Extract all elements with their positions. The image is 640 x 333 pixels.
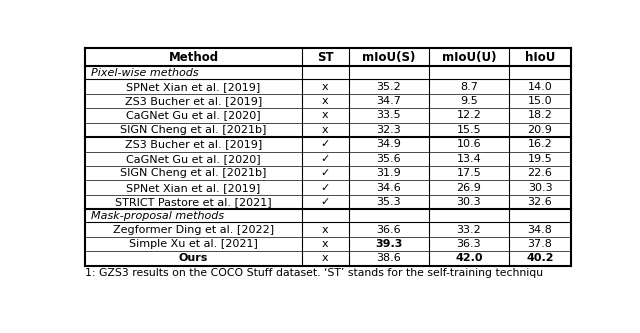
- Text: x: x: [322, 82, 329, 92]
- Text: ✓: ✓: [321, 168, 330, 178]
- Text: 15.5: 15.5: [456, 125, 481, 135]
- Text: mIoU(U): mIoU(U): [442, 51, 496, 64]
- Text: x: x: [322, 111, 329, 121]
- Text: 10.6: 10.6: [456, 139, 481, 150]
- Text: Ours: Ours: [179, 253, 208, 263]
- Text: x: x: [322, 125, 329, 135]
- Text: 37.8: 37.8: [527, 239, 552, 249]
- Text: 38.6: 38.6: [376, 253, 401, 263]
- Text: SPNet Xian et al. [2019]: SPNet Xian et al. [2019]: [127, 82, 260, 92]
- Text: SIGN Cheng et al. [2021b]: SIGN Cheng et al. [2021b]: [120, 125, 267, 135]
- Text: 34.9: 34.9: [376, 139, 401, 150]
- Text: 33.5: 33.5: [376, 111, 401, 121]
- Text: ZS3 Bucher et al. [2019]: ZS3 Bucher et al. [2019]: [125, 139, 262, 150]
- Text: hIoU: hIoU: [525, 51, 556, 64]
- Text: Pixel-wise methods: Pixel-wise methods: [91, 68, 198, 78]
- Text: 22.6: 22.6: [527, 168, 552, 178]
- Text: 34.6: 34.6: [376, 183, 401, 193]
- Text: CaGNet Gu et al. [2020]: CaGNet Gu et al. [2020]: [126, 111, 261, 121]
- Text: 36.3: 36.3: [456, 239, 481, 249]
- Text: 35.6: 35.6: [376, 154, 401, 164]
- Text: 31.9: 31.9: [376, 168, 401, 178]
- Text: x: x: [322, 224, 329, 234]
- Text: SPNet Xian et al. [2019]: SPNet Xian et al. [2019]: [127, 183, 260, 193]
- Text: 8.7: 8.7: [460, 82, 478, 92]
- Text: Mask-proposal methods: Mask-proposal methods: [91, 211, 224, 221]
- Text: x: x: [322, 239, 329, 249]
- Text: x: x: [322, 253, 329, 263]
- Text: ✓: ✓: [321, 154, 330, 164]
- Text: x: x: [322, 96, 329, 106]
- Text: 9.5: 9.5: [460, 96, 478, 106]
- Text: mIoU(S): mIoU(S): [362, 51, 415, 64]
- Text: 1: GZS3 results on the COCO Stuff dataset. ‘ST’ stands for the self-training tec: 1: GZS3 results on the COCO Stuff datase…: [85, 268, 543, 278]
- Text: 13.4: 13.4: [456, 154, 481, 164]
- Text: ZS3 Bucher et al. [2019]: ZS3 Bucher et al. [2019]: [125, 96, 262, 106]
- Text: 30.3: 30.3: [456, 197, 481, 207]
- Text: 32.3: 32.3: [376, 125, 401, 135]
- Text: 20.9: 20.9: [527, 125, 552, 135]
- Text: 14.0: 14.0: [527, 82, 552, 92]
- Text: CaGNet Gu et al. [2020]: CaGNet Gu et al. [2020]: [126, 154, 261, 164]
- Text: Method: Method: [168, 51, 219, 64]
- Text: 16.2: 16.2: [527, 139, 552, 150]
- Text: 17.5: 17.5: [456, 168, 481, 178]
- Text: SIGN Cheng et al. [2021b]: SIGN Cheng et al. [2021b]: [120, 168, 267, 178]
- Text: 12.2: 12.2: [456, 111, 481, 121]
- Text: ✓: ✓: [321, 197, 330, 207]
- Text: Zegformer Ding et al. [2022]: Zegformer Ding et al. [2022]: [113, 224, 274, 234]
- Text: 15.0: 15.0: [528, 96, 552, 106]
- Text: 33.2: 33.2: [456, 224, 481, 234]
- Text: Simple Xu et al. [2021]: Simple Xu et al. [2021]: [129, 239, 258, 249]
- Text: ✓: ✓: [321, 139, 330, 150]
- Text: 35.3: 35.3: [376, 197, 401, 207]
- Text: ST: ST: [317, 51, 333, 64]
- Text: 40.2: 40.2: [526, 253, 554, 263]
- Text: ✓: ✓: [321, 183, 330, 193]
- Text: 34.7: 34.7: [376, 96, 401, 106]
- Text: 32.6: 32.6: [527, 197, 552, 207]
- Text: 35.2: 35.2: [376, 82, 401, 92]
- Text: 26.9: 26.9: [456, 183, 481, 193]
- Text: 18.2: 18.2: [527, 111, 552, 121]
- Text: 39.3: 39.3: [375, 239, 403, 249]
- Text: 36.6: 36.6: [376, 224, 401, 234]
- Text: 34.8: 34.8: [527, 224, 552, 234]
- Text: 42.0: 42.0: [455, 253, 483, 263]
- Text: 19.5: 19.5: [527, 154, 552, 164]
- Text: 30.3: 30.3: [528, 183, 552, 193]
- Text: STRICT Pastore et al. [2021]: STRICT Pastore et al. [2021]: [115, 197, 272, 207]
